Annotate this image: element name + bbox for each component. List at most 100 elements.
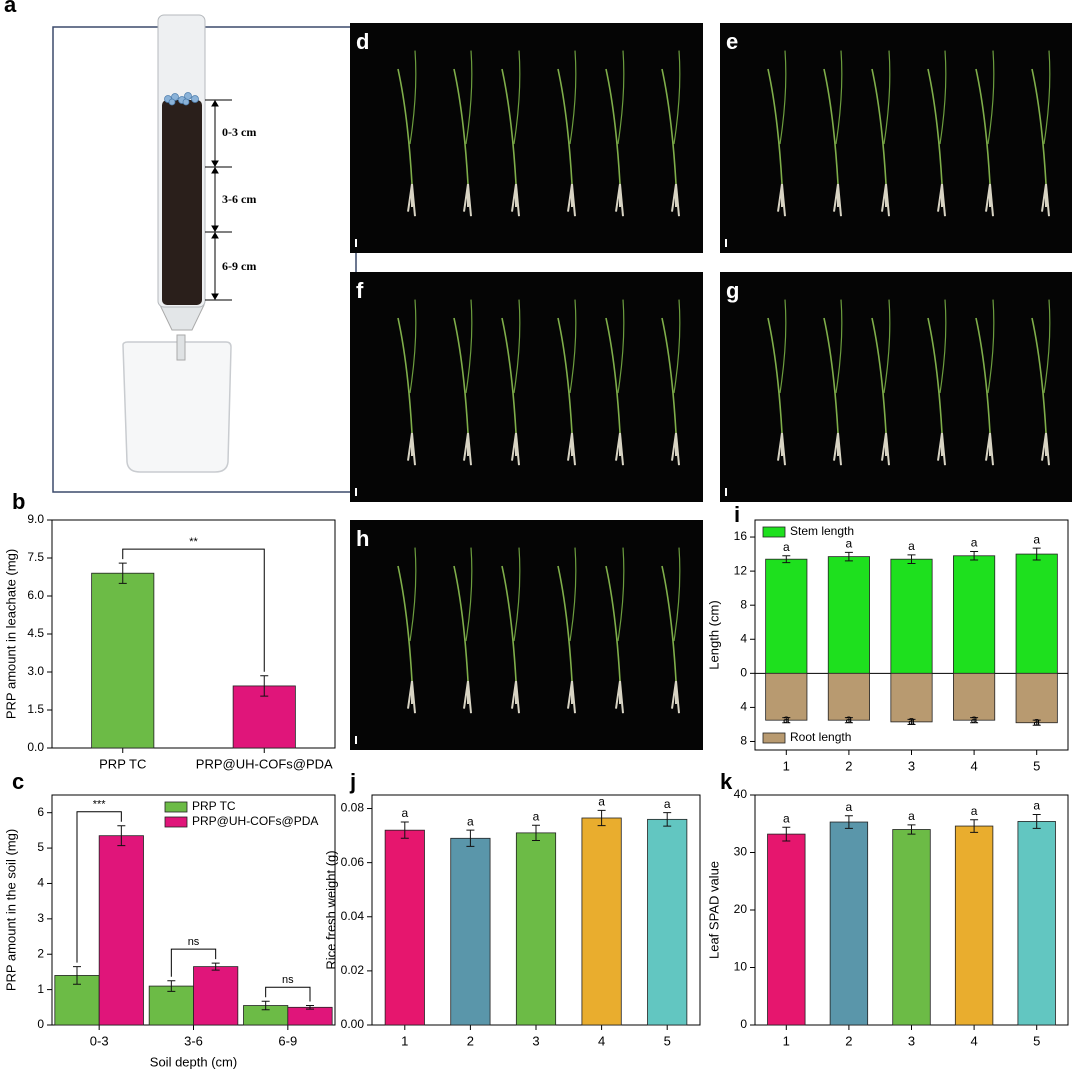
y-tick-label: 4 bbox=[37, 876, 44, 890]
plant-stem bbox=[397, 565, 413, 682]
x-tick-label: 4 bbox=[970, 758, 977, 773]
plant-stem bbox=[767, 317, 783, 434]
plant-root bbox=[407, 432, 416, 466]
x-tick-label: 3 bbox=[908, 1033, 915, 1048]
y-tick-label: 6.0 bbox=[27, 588, 44, 602]
panel-letter: b bbox=[12, 489, 25, 514]
scale-bar bbox=[355, 239, 357, 247]
bar bbox=[647, 818, 688, 1026]
plant-leaf bbox=[779, 299, 787, 394]
plant-root bbox=[1041, 432, 1050, 466]
plant-leaf bbox=[465, 299, 473, 394]
depth-label: 3-6 cm bbox=[222, 192, 256, 206]
y-tick-label: 3 bbox=[37, 911, 44, 925]
plant-leaf bbox=[1043, 299, 1051, 394]
error-bar bbox=[306, 1005, 315, 1010]
x-tick-label: 3 bbox=[532, 1033, 539, 1048]
x-tick-label: 3 bbox=[908, 758, 915, 773]
error-bar bbox=[907, 824, 916, 835]
plant-root bbox=[671, 183, 680, 217]
plant-stem bbox=[661, 317, 677, 434]
plant-stem bbox=[453, 68, 469, 185]
error-bar bbox=[844, 717, 853, 724]
plant-root bbox=[567, 432, 576, 466]
photo: f bbox=[350, 272, 703, 502]
photo-panels: d e f g h bbox=[350, 23, 1072, 750]
significance-label: ns bbox=[282, 974, 294, 986]
error-bar bbox=[907, 554, 916, 564]
bar bbox=[890, 672, 933, 723]
soil bbox=[162, 100, 202, 305]
y-tick-label: 3.0 bbox=[27, 664, 44, 678]
plant-stem bbox=[605, 317, 621, 434]
error-bar bbox=[663, 812, 672, 827]
y-tick-label: 0.04 bbox=[341, 909, 365, 923]
plant-root bbox=[511, 680, 520, 714]
significance-bracket bbox=[170, 948, 217, 977]
plant-root bbox=[615, 432, 624, 466]
plant-leaf bbox=[409, 547, 417, 642]
plant-leaf bbox=[939, 50, 947, 145]
plant-root bbox=[1041, 183, 1050, 217]
plant-root bbox=[985, 432, 994, 466]
plant-root bbox=[833, 183, 842, 217]
x-tick-label: 3-6 bbox=[184, 1033, 203, 1048]
bar bbox=[581, 817, 622, 1026]
error-bar bbox=[1032, 547, 1041, 561]
y-tick-label: 20 bbox=[734, 902, 748, 916]
bar bbox=[450, 837, 491, 1026]
significance-letter: a bbox=[908, 539, 915, 553]
plant-leaf bbox=[883, 50, 891, 145]
plant-root bbox=[463, 680, 472, 714]
y-axis-label: PRP amount in the soil (mg) bbox=[3, 829, 18, 991]
error-bar bbox=[167, 980, 176, 992]
significance-letter: a bbox=[846, 800, 853, 814]
y-tick-label: 12 bbox=[734, 563, 748, 577]
plant-stem bbox=[871, 68, 887, 185]
x-tick-label: 2 bbox=[845, 758, 852, 773]
plant-stem bbox=[605, 68, 621, 185]
bar bbox=[98, 835, 144, 1026]
significance-letter: a bbox=[401, 806, 408, 820]
bar bbox=[148, 985, 194, 1026]
plant-leaf bbox=[987, 50, 995, 145]
x-tick-label: 1 bbox=[401, 1033, 408, 1048]
error-bar bbox=[532, 824, 540, 841]
bar bbox=[91, 572, 155, 749]
y-axis-label: Length (cm) bbox=[706, 600, 721, 669]
plant-leaf bbox=[673, 50, 681, 145]
x-tick-label: 0-3 bbox=[90, 1033, 109, 1048]
plant-leaf bbox=[409, 50, 417, 145]
error-bar bbox=[117, 825, 126, 847]
photo-background bbox=[350, 272, 703, 502]
bar bbox=[827, 672, 870, 721]
error-bar bbox=[261, 1000, 270, 1011]
error-bar bbox=[782, 826, 791, 842]
y-tick-label: 6 bbox=[37, 805, 44, 819]
bar bbox=[767, 833, 806, 1026]
legend-swatch bbox=[164, 816, 188, 828]
bar bbox=[384, 829, 425, 1026]
significance-letter: a bbox=[783, 540, 790, 554]
y-tick-label: 10 bbox=[734, 960, 748, 974]
plant-root bbox=[615, 183, 624, 217]
x-tick-label: 5 bbox=[1033, 1033, 1040, 1048]
beaker bbox=[122, 341, 232, 473]
plant-root bbox=[937, 432, 946, 466]
y-tick-label: 16 bbox=[734, 529, 748, 543]
significance-bracket bbox=[122, 548, 265, 672]
plant-root bbox=[777, 183, 786, 217]
significance-letter: a bbox=[1033, 532, 1040, 546]
plant-root bbox=[463, 183, 472, 217]
significance-letter: a bbox=[533, 809, 540, 823]
x-tick-label: 5 bbox=[664, 1033, 671, 1048]
error-bar bbox=[782, 555, 791, 564]
plant-leaf bbox=[569, 547, 577, 642]
bar bbox=[765, 672, 808, 721]
bar bbox=[287, 1006, 333, 1026]
y-tick-label: 8 bbox=[740, 597, 747, 611]
error-bar bbox=[844, 551, 853, 562]
panel-letter: k bbox=[720, 769, 733, 794]
